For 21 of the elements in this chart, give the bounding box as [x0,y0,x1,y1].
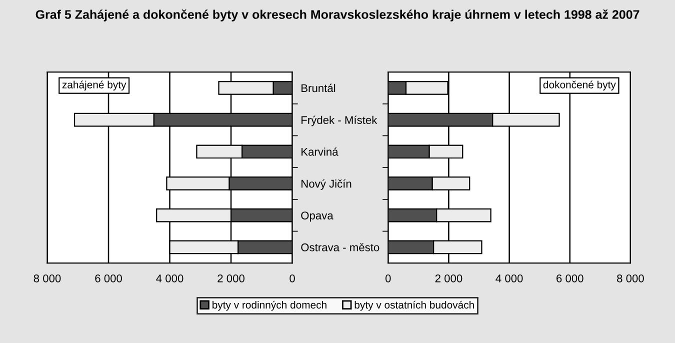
y-tick-label: Nový Jičín [302,179,352,190]
legend-label: byty v ostatních budovách [354,300,474,311]
text: dokončené byty [543,80,616,90]
legend-label: byty v rodinných domech [212,300,326,311]
text: Graf 5 Zahájené a dokončené byty v okresech Moravskoslezského kraje úhrnem v letech 1998 až 2007 [36,9,640,22]
y-tick-label: Opava [301,212,334,222]
x-tick-label: 2 000 [218,274,244,282]
x-tick-label: 4 000 [496,274,523,282]
x-tick-label: 2 000 [435,274,462,282]
y-tick-label: Bruntál [302,84,336,92]
x-tick-label: 4 000 [156,274,184,282]
x-tick-label: 0 [290,274,295,282]
y-tick-label: Karviná [302,147,338,156]
text: zahájené byty [62,80,126,90]
x-tick-label: 8 000 [617,274,644,282]
x-tick-label: 0 [385,274,391,282]
x-tick-label: 6 000 [95,274,122,282]
x-tick-label: 6 000 [556,274,584,282]
y-tick-label: Frýdek - Místek [302,116,378,126]
y-tick-label: Ostrava - město [301,243,380,252]
x-tick-label: 8 000 [34,274,61,282]
